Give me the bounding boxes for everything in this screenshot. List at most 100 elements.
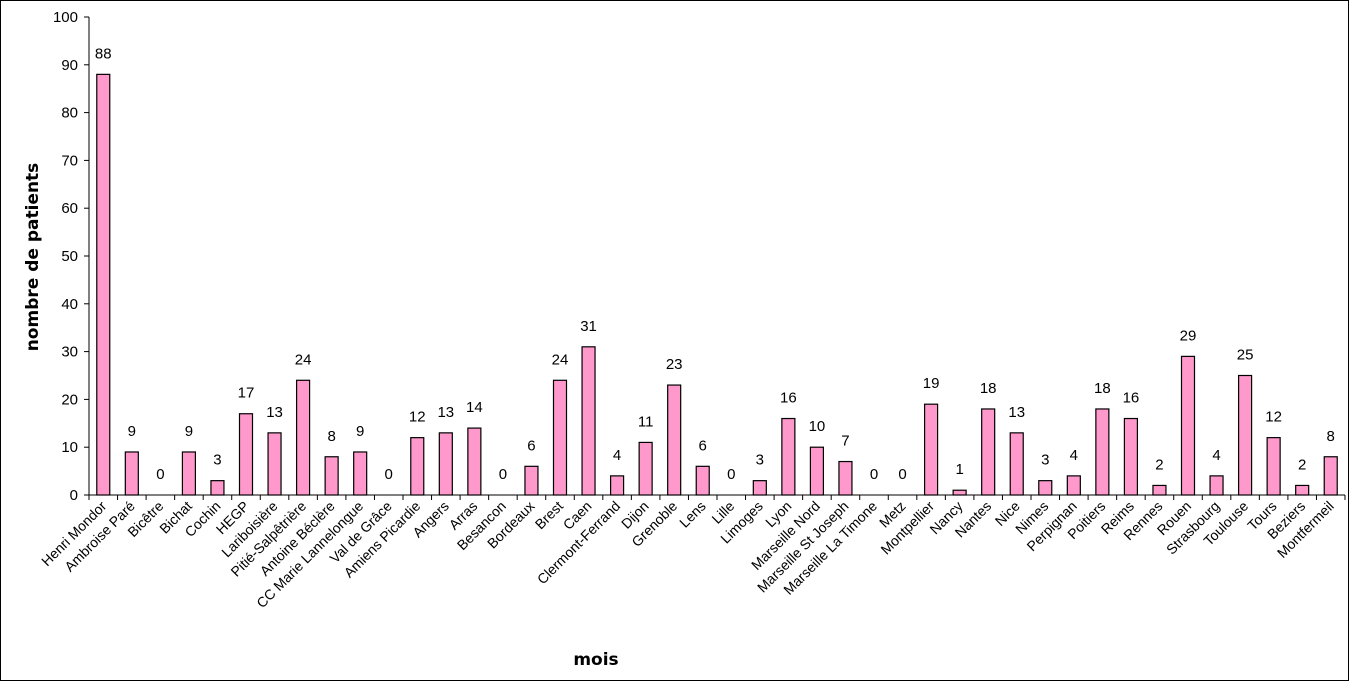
bar: [1066, 475, 1081, 496]
bar: [752, 480, 767, 496]
data-label: 13: [437, 404, 454, 421]
data-label: 13: [1008, 404, 1025, 421]
x-axis-title: mois: [573, 650, 618, 670]
bar: [838, 460, 853, 496]
y-axis: 0 10 20 30 40 50 60 70 80 90 100: [53, 9, 90, 504]
bar: [638, 441, 653, 496]
bar: [1323, 456, 1338, 496]
bar: [353, 451, 368, 496]
bar: [981, 408, 996, 496]
bar: [438, 432, 453, 496]
y-tick-label: 10: [61, 439, 78, 456]
bar: [1237, 374, 1253, 496]
data-label: 3: [756, 452, 764, 469]
data-label: 17: [238, 385, 255, 402]
data-label: 0: [156, 466, 164, 483]
data-label: 0: [499, 466, 507, 483]
data-label: 13: [266, 404, 283, 421]
bar: [410, 437, 425, 496]
y-tick-label: 60: [61, 200, 78, 217]
data-label: 16: [780, 390, 797, 407]
bar: [1180, 355, 1196, 496]
data-label: 19: [923, 375, 940, 392]
bar: [609, 475, 625, 496]
data-label: 14: [466, 399, 483, 416]
bar: [809, 446, 825, 496]
bar: [210, 480, 225, 496]
data-label: 1: [955, 461, 963, 478]
bar: [581, 346, 596, 496]
data-label: 11: [638, 413, 654, 430]
bar: [524, 465, 539, 496]
y-tick-label: 50: [61, 248, 78, 265]
y-tick-label: 20: [61, 391, 78, 408]
bar: [467, 427, 482, 496]
data-label: 3: [213, 452, 221, 469]
y-tick-label: 30: [61, 344, 78, 361]
bar: [124, 451, 139, 496]
y-tick-label: 90: [61, 57, 78, 74]
data-label: 12: [409, 409, 426, 426]
bar: [324, 456, 339, 496]
data-label: 12: [1265, 409, 1282, 426]
data-label: 2: [1298, 456, 1306, 473]
bar: [1209, 475, 1224, 496]
bar: [181, 451, 197, 496]
bar: [923, 403, 939, 496]
data-label: 23: [666, 356, 683, 373]
data-label: 25: [1237, 347, 1254, 364]
data-label: 24: [295, 351, 312, 368]
data-label: 10: [809, 418, 826, 435]
bar: [1295, 484, 1310, 496]
data-label: 16: [1123, 390, 1140, 407]
data-label: 0: [385, 466, 393, 483]
bar: [1095, 408, 1110, 496]
y-tick-label: 100: [53, 9, 78, 26]
bar: [1123, 417, 1139, 496]
bar: [1009, 432, 1024, 496]
y-axis-title: nombre de patients: [23, 163, 43, 352]
y-tick-label: 0: [70, 487, 78, 504]
y-tick-label: 40: [61, 296, 78, 313]
data-label: 4: [613, 447, 621, 464]
bar: [695, 465, 710, 496]
data-label: 29: [1180, 327, 1197, 344]
data-label: 9: [128, 423, 136, 440]
data-label: 4: [1070, 447, 1078, 464]
data-label: 3: [1041, 452, 1049, 469]
data-label: 9: [185, 423, 193, 440]
data-label: 18: [1094, 380, 1111, 397]
bar: [1038, 480, 1053, 496]
data-label: 18: [980, 380, 997, 397]
data-label: 0: [727, 466, 735, 483]
bar: [667, 384, 682, 496]
y-tick-label: 80: [61, 105, 78, 122]
bar: [1266, 437, 1281, 496]
data-label: 8: [1327, 428, 1335, 445]
bar: [295, 379, 311, 496]
bar: [781, 417, 796, 496]
data-label: 8: [327, 428, 335, 445]
data-label: 6: [699, 437, 707, 454]
data-label: 6: [527, 437, 535, 454]
bar-series: [96, 73, 1338, 496]
data-label: 7: [841, 433, 849, 450]
data-label: 0: [898, 466, 906, 483]
data-label: 4: [1212, 447, 1220, 464]
bar: [96, 73, 111, 496]
bar: [552, 379, 568, 496]
bar: [1152, 484, 1167, 496]
data-label: 24: [552, 351, 569, 368]
data-label: 88: [95, 45, 112, 62]
data-label: 31: [580, 318, 597, 335]
bar: [267, 432, 282, 496]
bar: [238, 413, 254, 496]
bar: [952, 489, 967, 496]
data-label: 9: [356, 423, 364, 440]
data-label: 2: [1155, 456, 1163, 473]
data-label: 0: [870, 466, 878, 483]
